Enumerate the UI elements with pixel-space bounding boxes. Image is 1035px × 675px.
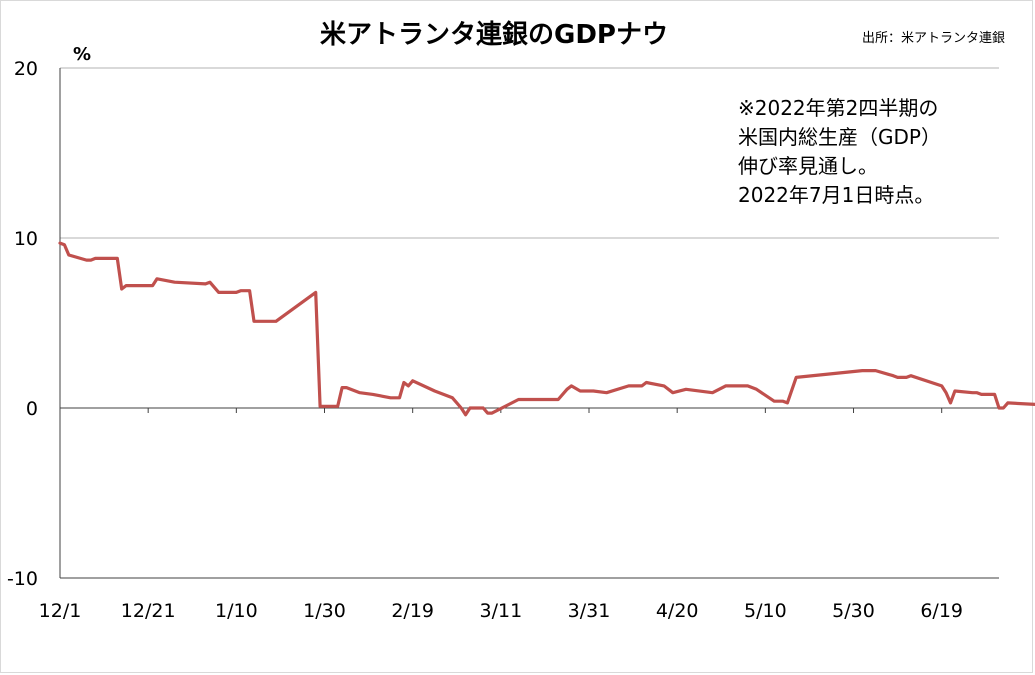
y-tick-label: 0: [26, 398, 38, 420]
note-line: 伸び率見通し。: [738, 154, 878, 178]
x-tick-label: 3/11: [480, 600, 523, 622]
x-tick-label: 5/10: [744, 600, 787, 622]
x-tick-label: 12/21: [121, 600, 176, 622]
x-tick-label: 3/31: [568, 600, 611, 622]
note-line: ※2022年第2四半期の: [738, 96, 939, 120]
x-tick-label: 1/30: [303, 600, 346, 622]
chart-note: ※2022年第2四半期の 米国内総生産（GDP） 伸び率見通し。 2022年7月…: [738, 94, 941, 210]
source-label: 出所：米アトランタ連銀: [862, 31, 1006, 46]
chart-title: 米アトランタ連銀のGDPナウ: [320, 20, 668, 50]
x-tick-label: 12/1: [39, 600, 82, 622]
note-line: 2022年7月1日時点。: [738, 183, 935, 207]
x-tick-label: 5/30: [832, 600, 875, 622]
x-tick-label: 6/19: [920, 600, 963, 622]
y-tick-label: -10: [7, 568, 38, 590]
note-line: 米国内総生産（GDP）: [738, 125, 941, 149]
x-tick-label: 4/20: [656, 600, 699, 622]
y-tick-label: 10: [14, 228, 38, 250]
y-axis-unit-label: %: [73, 44, 92, 65]
x-tick-label: 1/10: [215, 600, 258, 622]
y-tick-label: 20: [14, 58, 38, 80]
x-tick-label: 2/19: [391, 600, 434, 622]
gdpnow-series-line: [58, 241, 1035, 417]
